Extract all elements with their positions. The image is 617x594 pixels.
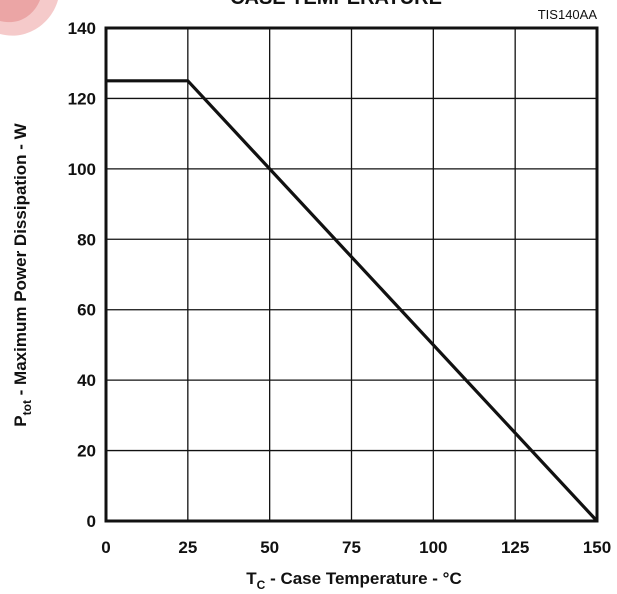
x-tick-label: 75 [342, 538, 361, 557]
x-tick-label: 150 [583, 538, 611, 557]
y-axis-label-main: P [11, 415, 30, 426]
y-tick-label: 20 [77, 442, 96, 461]
y-tick-label: 60 [77, 301, 96, 320]
x-axis-label-main: T [246, 569, 257, 588]
figure-code: TIS140AA [538, 7, 598, 22]
x-axis-label: TC - Case Temperature - °C [246, 569, 461, 592]
x-tick-label: 125 [501, 538, 529, 557]
x-axis-label-sub: C [257, 578, 266, 592]
y-tick-label: 40 [77, 371, 96, 390]
y-axis-label-rest: - Maximum Power Dissipation - W [11, 122, 30, 400]
chart-title: CASE TEMPERATURE [230, 0, 442, 9]
y-axis-label-sub: tot [20, 400, 34, 415]
y-tick-label: 80 [77, 230, 96, 249]
x-tick-label: 0 [101, 538, 110, 557]
plot-frame [104, 26, 599, 523]
x-tick-label: 100 [419, 538, 447, 557]
power-derating-line [106, 79, 599, 523]
brand-logo-fragment-inner [0, 0, 40, 23]
x-tick-label: 25 [178, 538, 197, 557]
x-tick-label: 50 [260, 538, 279, 557]
y-tick-label: 120 [68, 89, 96, 108]
y-axis-label: Ptot - Maximum Power Dissipation - W [11, 122, 34, 426]
grid-lines [106, 28, 597, 521]
series-layer [106, 79, 599, 523]
y-tick-label: 100 [68, 160, 96, 179]
x-axis-label-rest: - Case Temperature - °C [265, 569, 461, 588]
y-tick-label: 0 [87, 512, 96, 531]
x-tick-labels: 0 25 50 75 100 125 150 [101, 538, 611, 557]
y-tick-labels: 0 20 40 60 80 100 120 140 [68, 19, 96, 531]
y-tick-label: 140 [68, 19, 96, 38]
